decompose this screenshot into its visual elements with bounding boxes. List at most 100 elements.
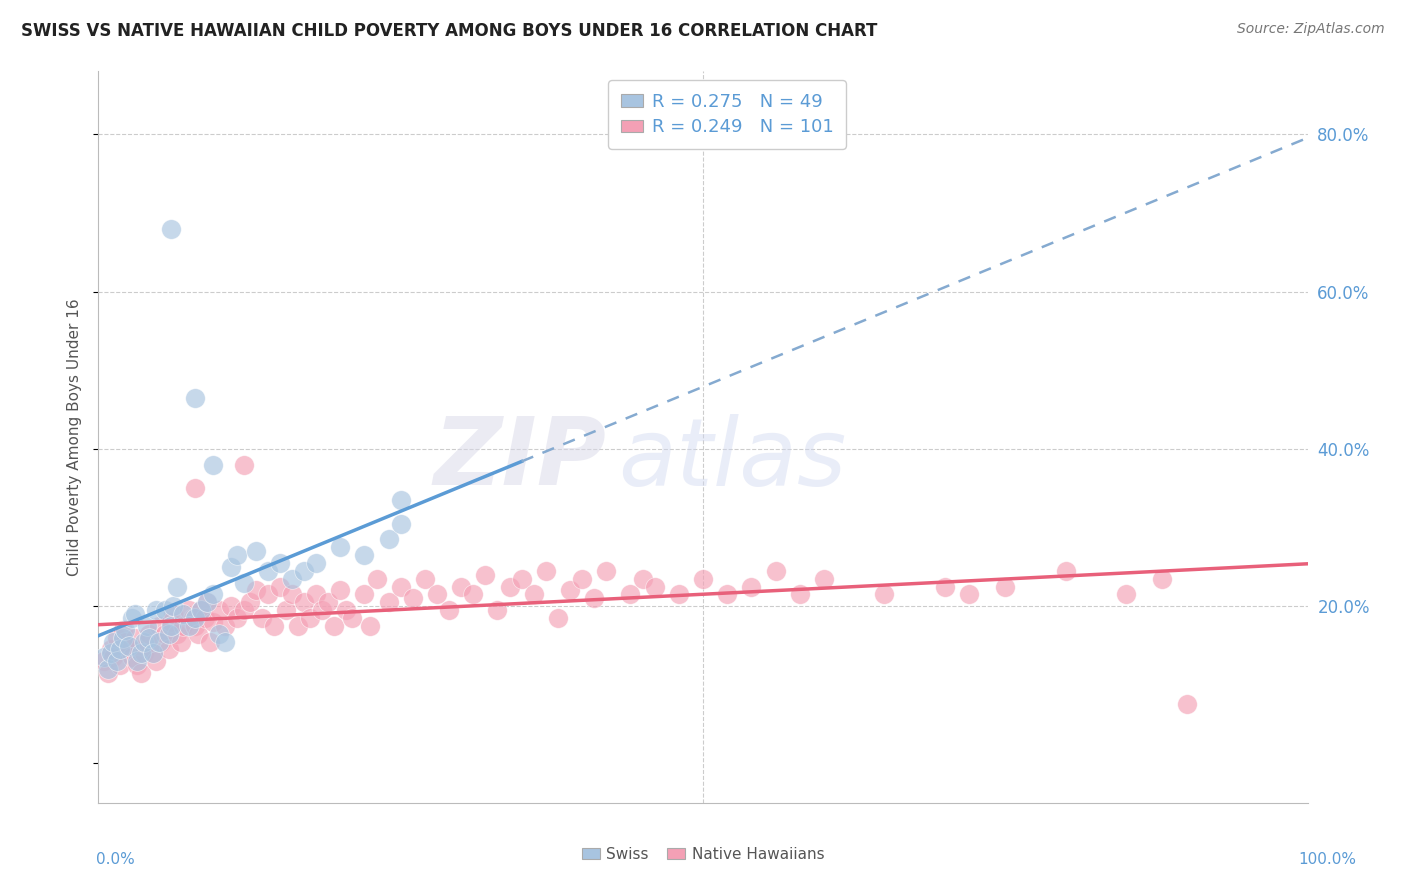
Point xyxy=(153,626,176,640)
Text: ZIP: ZIP xyxy=(433,413,606,505)
Point xyxy=(157,626,180,640)
Point xyxy=(789,587,811,601)
Point xyxy=(93,650,115,665)
Point xyxy=(118,642,141,657)
Point xyxy=(389,580,412,594)
Point xyxy=(184,611,207,625)
Point xyxy=(166,580,188,594)
Text: 100.0%: 100.0% xyxy=(1299,852,1357,867)
Point xyxy=(256,564,278,578)
Point xyxy=(329,540,352,554)
Point xyxy=(214,634,236,648)
Point xyxy=(181,611,204,625)
Point xyxy=(245,583,267,598)
Point xyxy=(194,611,217,625)
Point xyxy=(202,615,225,629)
Point xyxy=(160,615,183,629)
Point xyxy=(740,580,762,594)
Point xyxy=(172,607,194,621)
Point xyxy=(127,658,149,673)
Point xyxy=(124,607,146,621)
Point xyxy=(595,564,617,578)
Point xyxy=(299,611,322,625)
Point xyxy=(202,458,225,472)
Point xyxy=(138,626,160,640)
Point xyxy=(239,595,262,609)
Point xyxy=(335,603,357,617)
Point xyxy=(162,599,184,614)
Point xyxy=(127,654,149,668)
Point xyxy=(198,634,221,648)
Point xyxy=(1054,564,1077,578)
Point xyxy=(184,619,207,633)
Point xyxy=(166,626,188,640)
Point xyxy=(202,587,225,601)
Point xyxy=(486,603,509,617)
Point xyxy=(135,619,157,633)
Point xyxy=(353,587,375,601)
Point xyxy=(813,572,835,586)
Point xyxy=(329,583,352,598)
Point xyxy=(93,654,115,668)
Point xyxy=(583,591,606,606)
Point xyxy=(157,642,180,657)
Point xyxy=(274,603,297,617)
Point xyxy=(692,572,714,586)
Point xyxy=(118,639,141,653)
Point xyxy=(105,654,128,668)
Point xyxy=(281,587,304,601)
Point xyxy=(644,580,666,594)
Point xyxy=(571,572,593,586)
Point xyxy=(97,662,120,676)
Point xyxy=(121,611,143,625)
Point xyxy=(190,603,212,617)
Point xyxy=(148,634,170,648)
Point xyxy=(226,611,249,625)
Point xyxy=(160,619,183,633)
Point xyxy=(114,634,136,648)
Point xyxy=(463,587,485,601)
Point xyxy=(245,544,267,558)
Point xyxy=(221,599,243,614)
Point xyxy=(105,631,128,645)
Point xyxy=(558,583,581,598)
Point xyxy=(957,587,980,601)
Point xyxy=(129,666,152,681)
Point xyxy=(389,516,412,531)
Point xyxy=(232,603,254,617)
Point xyxy=(208,603,231,617)
Point xyxy=(121,650,143,665)
Point xyxy=(97,666,120,681)
Point xyxy=(179,619,201,633)
Point xyxy=(221,559,243,574)
Point xyxy=(160,221,183,235)
Point xyxy=(389,493,412,508)
Point xyxy=(413,572,436,586)
Point xyxy=(111,631,134,645)
Point xyxy=(619,587,641,601)
Point xyxy=(994,580,1017,594)
Point xyxy=(498,580,520,594)
Point xyxy=(474,567,496,582)
Text: SWISS VS NATIVE HAWAIIAN CHILD POVERTY AMONG BOYS UNDER 16 CORRELATION CHART: SWISS VS NATIVE HAWAIIAN CHILD POVERTY A… xyxy=(21,22,877,40)
Point xyxy=(145,654,167,668)
Point xyxy=(150,634,173,648)
Point xyxy=(101,634,124,648)
Point xyxy=(142,646,165,660)
Point xyxy=(873,587,896,601)
Point xyxy=(162,607,184,621)
Point xyxy=(232,575,254,590)
Point xyxy=(134,634,156,648)
Point xyxy=(1175,698,1198,712)
Point xyxy=(195,595,218,609)
Point xyxy=(124,631,146,645)
Point xyxy=(142,646,165,660)
Point xyxy=(108,658,131,673)
Point xyxy=(716,587,738,601)
Point xyxy=(360,619,382,633)
Point xyxy=(547,611,569,625)
Point xyxy=(232,458,254,472)
Point xyxy=(323,619,346,633)
Point xyxy=(138,631,160,645)
Text: atlas: atlas xyxy=(619,414,846,505)
